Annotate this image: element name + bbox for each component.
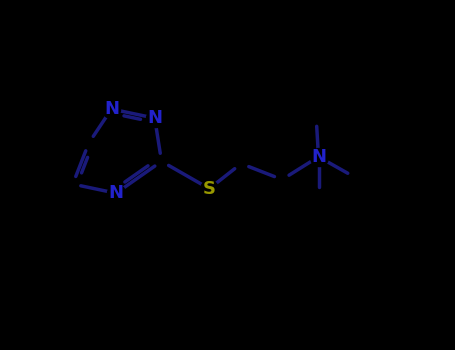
- Text: S: S: [203, 180, 216, 198]
- Text: N: N: [147, 109, 162, 127]
- Text: N: N: [311, 148, 326, 166]
- Text: N: N: [104, 100, 119, 118]
- Text: N: N: [109, 184, 123, 202]
